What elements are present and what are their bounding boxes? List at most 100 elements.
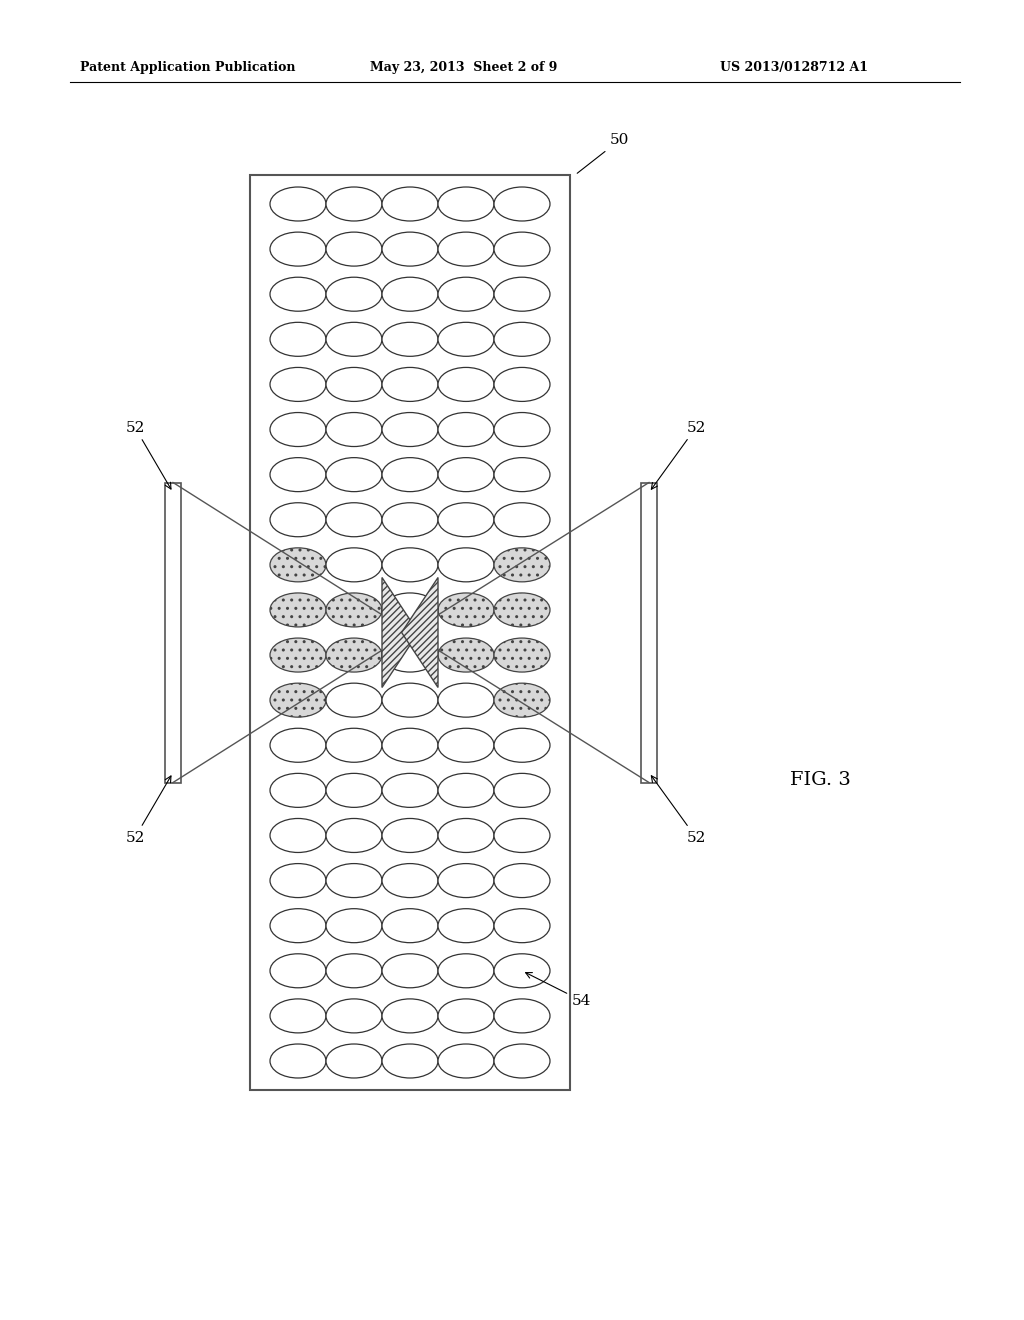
Ellipse shape <box>438 1044 494 1078</box>
Ellipse shape <box>382 322 438 356</box>
Ellipse shape <box>326 863 382 898</box>
Ellipse shape <box>270 548 326 582</box>
Ellipse shape <box>382 458 438 491</box>
Ellipse shape <box>382 863 438 898</box>
Ellipse shape <box>438 774 494 808</box>
Ellipse shape <box>326 548 382 582</box>
Ellipse shape <box>270 954 326 987</box>
Text: Patent Application Publication: Patent Application Publication <box>80 62 296 74</box>
Ellipse shape <box>326 684 382 717</box>
Ellipse shape <box>438 548 494 582</box>
Text: 54: 54 <box>525 973 592 1007</box>
Ellipse shape <box>270 367 326 401</box>
Ellipse shape <box>438 458 494 491</box>
Text: US 2013/0128712 A1: US 2013/0128712 A1 <box>720 62 868 74</box>
Ellipse shape <box>494 863 550 898</box>
Ellipse shape <box>382 277 438 312</box>
Ellipse shape <box>326 818 382 853</box>
Ellipse shape <box>326 187 382 220</box>
Ellipse shape <box>382 413 438 446</box>
Ellipse shape <box>270 503 326 537</box>
Ellipse shape <box>438 999 494 1032</box>
Ellipse shape <box>494 908 550 942</box>
Ellipse shape <box>270 908 326 942</box>
Ellipse shape <box>494 999 550 1032</box>
Ellipse shape <box>270 593 326 627</box>
Ellipse shape <box>438 908 494 942</box>
Ellipse shape <box>382 999 438 1032</box>
Ellipse shape <box>270 458 326 491</box>
Ellipse shape <box>382 774 438 808</box>
Polygon shape <box>401 578 438 688</box>
Ellipse shape <box>382 548 438 582</box>
Ellipse shape <box>270 818 326 853</box>
Ellipse shape <box>494 1044 550 1078</box>
Ellipse shape <box>438 322 494 356</box>
Ellipse shape <box>494 277 550 312</box>
Text: 52: 52 <box>125 776 171 845</box>
Ellipse shape <box>494 638 550 672</box>
Ellipse shape <box>494 413 550 446</box>
Ellipse shape <box>438 954 494 987</box>
Ellipse shape <box>270 863 326 898</box>
Ellipse shape <box>382 1044 438 1078</box>
Text: 52: 52 <box>125 421 171 488</box>
Text: FIG. 3: FIG. 3 <box>790 771 851 789</box>
Ellipse shape <box>270 322 326 356</box>
Ellipse shape <box>326 322 382 356</box>
Ellipse shape <box>382 503 438 537</box>
Ellipse shape <box>270 413 326 446</box>
Ellipse shape <box>494 367 550 401</box>
Ellipse shape <box>270 729 326 762</box>
Bar <box>250 176 570 1090</box>
Ellipse shape <box>326 638 382 672</box>
Ellipse shape <box>326 774 382 808</box>
Ellipse shape <box>326 593 382 627</box>
Ellipse shape <box>382 818 438 853</box>
Ellipse shape <box>270 187 326 220</box>
Ellipse shape <box>494 458 550 491</box>
Ellipse shape <box>270 774 326 808</box>
Ellipse shape <box>270 999 326 1032</box>
Ellipse shape <box>382 187 438 220</box>
Ellipse shape <box>326 908 382 942</box>
Ellipse shape <box>326 999 382 1032</box>
Ellipse shape <box>438 684 494 717</box>
Ellipse shape <box>270 638 326 672</box>
Ellipse shape <box>438 818 494 853</box>
Ellipse shape <box>382 232 438 267</box>
Ellipse shape <box>382 367 438 401</box>
Ellipse shape <box>438 593 494 627</box>
Ellipse shape <box>326 458 382 491</box>
Ellipse shape <box>438 863 494 898</box>
Ellipse shape <box>494 954 550 987</box>
Ellipse shape <box>326 503 382 537</box>
Ellipse shape <box>382 954 438 987</box>
Ellipse shape <box>438 187 494 220</box>
Ellipse shape <box>494 684 550 717</box>
Ellipse shape <box>438 413 494 446</box>
Text: 52: 52 <box>651 421 706 490</box>
Ellipse shape <box>438 232 494 267</box>
Ellipse shape <box>326 729 382 762</box>
Ellipse shape <box>494 818 550 853</box>
Ellipse shape <box>270 684 326 717</box>
Ellipse shape <box>270 277 326 312</box>
Ellipse shape <box>438 638 494 672</box>
Ellipse shape <box>382 593 438 627</box>
Ellipse shape <box>494 322 550 356</box>
Ellipse shape <box>438 503 494 537</box>
Ellipse shape <box>326 277 382 312</box>
Ellipse shape <box>382 908 438 942</box>
Text: 52: 52 <box>651 776 706 845</box>
Ellipse shape <box>326 413 382 446</box>
Bar <box>641 483 657 783</box>
Ellipse shape <box>382 638 438 672</box>
Ellipse shape <box>438 729 494 762</box>
Ellipse shape <box>382 729 438 762</box>
Ellipse shape <box>494 593 550 627</box>
Text: 50: 50 <box>578 133 630 173</box>
Ellipse shape <box>494 232 550 267</box>
Ellipse shape <box>438 277 494 312</box>
Ellipse shape <box>494 503 550 537</box>
